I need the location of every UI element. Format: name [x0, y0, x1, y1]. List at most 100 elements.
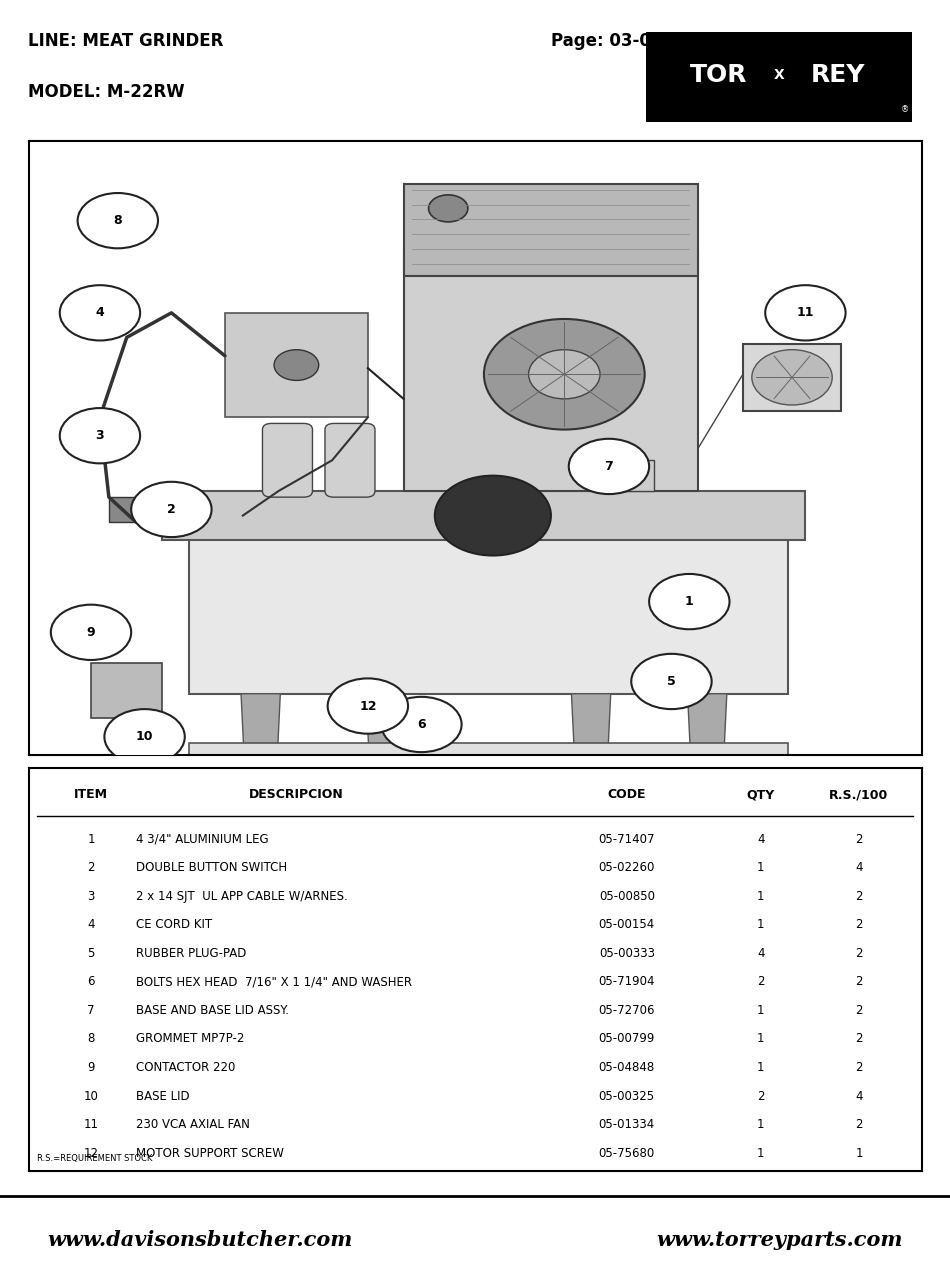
- FancyBboxPatch shape: [743, 343, 841, 411]
- Text: 8: 8: [87, 1033, 95, 1046]
- Text: 1: 1: [87, 832, 95, 846]
- Text: 05-71407: 05-71407: [598, 832, 656, 846]
- Text: 3: 3: [96, 429, 104, 442]
- Text: QTY: QTY: [747, 788, 775, 801]
- Polygon shape: [363, 768, 408, 799]
- Polygon shape: [572, 694, 611, 768]
- Polygon shape: [688, 694, 727, 768]
- FancyBboxPatch shape: [325, 424, 375, 497]
- Text: www.davisonsbutcher.com: www.davisonsbutcher.com: [48, 1230, 352, 1249]
- Text: 05-00154: 05-00154: [598, 918, 655, 931]
- Text: 7: 7: [604, 460, 614, 472]
- Text: 2: 2: [855, 1061, 863, 1074]
- Circle shape: [569, 439, 649, 494]
- Circle shape: [766, 285, 846, 340]
- Text: R.S.=REQUIREMENT STOCK: R.S.=REQUIREMENT STOCK: [37, 1155, 153, 1164]
- Text: GROMMET MP7P-2: GROMMET MP7P-2: [136, 1033, 244, 1046]
- Text: 9: 9: [87, 1061, 95, 1074]
- Text: 6: 6: [417, 718, 426, 731]
- Text: 9: 9: [86, 626, 95, 639]
- Circle shape: [631, 654, 712, 709]
- Text: 2 x 14 SJT  UL APP CABLE W/ARNES.: 2 x 14 SJT UL APP CABLE W/ARNES.: [136, 890, 348, 902]
- Polygon shape: [225, 312, 368, 417]
- Text: 05-00799: 05-00799: [598, 1033, 655, 1046]
- Circle shape: [104, 709, 184, 764]
- Polygon shape: [109, 497, 162, 522]
- Text: 2: 2: [855, 918, 863, 931]
- Polygon shape: [685, 768, 730, 799]
- Text: 2: 2: [855, 890, 863, 902]
- Circle shape: [428, 195, 467, 221]
- Text: 4: 4: [87, 918, 95, 931]
- Text: 05-01334: 05-01334: [598, 1119, 655, 1132]
- Text: REY: REY: [811, 63, 865, 87]
- Text: 2: 2: [855, 947, 863, 960]
- Circle shape: [60, 408, 141, 463]
- Text: 4: 4: [757, 832, 765, 846]
- Text: 05-04848: 05-04848: [598, 1061, 655, 1074]
- Circle shape: [435, 476, 551, 556]
- Text: 2: 2: [855, 1119, 863, 1132]
- Text: CODE: CODE: [608, 788, 646, 801]
- Text: X: X: [773, 68, 785, 82]
- Circle shape: [484, 319, 645, 430]
- Text: 2: 2: [855, 1004, 863, 1016]
- Text: TOR: TOR: [690, 63, 747, 87]
- Circle shape: [274, 349, 318, 380]
- Text: 05-00850: 05-00850: [598, 890, 655, 902]
- Text: 1: 1: [757, 890, 765, 902]
- Text: 4: 4: [855, 861, 863, 874]
- Text: 4: 4: [96, 306, 104, 319]
- Text: 4: 4: [855, 1089, 863, 1102]
- Text: BASE AND BASE LID ASSY.: BASE AND BASE LID ASSY.: [136, 1004, 289, 1016]
- Text: 2: 2: [855, 975, 863, 988]
- Text: 1: 1: [855, 1147, 863, 1160]
- Text: 2: 2: [87, 861, 95, 874]
- Polygon shape: [241, 694, 280, 768]
- Text: R.S./100: R.S./100: [829, 788, 888, 801]
- Text: 11: 11: [797, 306, 814, 319]
- Text: 12: 12: [359, 700, 376, 713]
- Polygon shape: [189, 534, 788, 694]
- Text: 4 3/4" ALUMINIUM LEG: 4 3/4" ALUMINIUM LEG: [136, 832, 268, 846]
- Circle shape: [60, 285, 141, 340]
- Text: 05-75680: 05-75680: [598, 1147, 655, 1160]
- Text: 5: 5: [667, 675, 675, 687]
- FancyBboxPatch shape: [91, 663, 162, 718]
- Circle shape: [751, 349, 832, 404]
- Text: 1: 1: [757, 1147, 765, 1160]
- Circle shape: [328, 678, 408, 733]
- Text: MODEL: M-22RW: MODEL: M-22RW: [28, 83, 185, 101]
- Text: DESCRIPCION: DESCRIPCION: [249, 788, 344, 801]
- FancyBboxPatch shape: [638, 32, 920, 122]
- Text: 7: 7: [87, 1004, 95, 1016]
- Polygon shape: [238, 768, 283, 799]
- Text: RUBBER PLUG-PAD: RUBBER PLUG-PAD: [136, 947, 246, 960]
- Polygon shape: [404, 251, 698, 492]
- Text: 10: 10: [84, 1089, 99, 1102]
- Text: 12: 12: [84, 1147, 99, 1160]
- Text: 1: 1: [757, 861, 765, 874]
- Text: CONTACTOR 220: CONTACTOR 220: [136, 1061, 235, 1074]
- Text: 05-00325: 05-00325: [598, 1089, 655, 1102]
- Circle shape: [78, 193, 158, 248]
- Polygon shape: [162, 492, 806, 540]
- Text: 2: 2: [855, 1033, 863, 1046]
- Text: MOTOR SUPPORT SCREW: MOTOR SUPPORT SCREW: [136, 1147, 283, 1160]
- Text: 1: 1: [757, 1061, 765, 1074]
- Circle shape: [381, 696, 462, 753]
- Polygon shape: [569, 768, 614, 799]
- Text: ®: ®: [902, 105, 909, 114]
- Text: 05-72706: 05-72706: [598, 1004, 656, 1016]
- Text: ITEM: ITEM: [74, 788, 108, 801]
- Text: 4: 4: [757, 947, 765, 960]
- Text: 2: 2: [757, 975, 765, 988]
- Text: 2: 2: [855, 832, 863, 846]
- Text: 2: 2: [167, 503, 176, 516]
- Text: LINE: MEAT GRINDER: LINE: MEAT GRINDER: [28, 32, 224, 50]
- Circle shape: [51, 604, 131, 660]
- Text: 3: 3: [87, 890, 95, 902]
- Circle shape: [528, 349, 600, 399]
- Text: 11: 11: [84, 1119, 99, 1132]
- Text: 1: 1: [757, 918, 765, 931]
